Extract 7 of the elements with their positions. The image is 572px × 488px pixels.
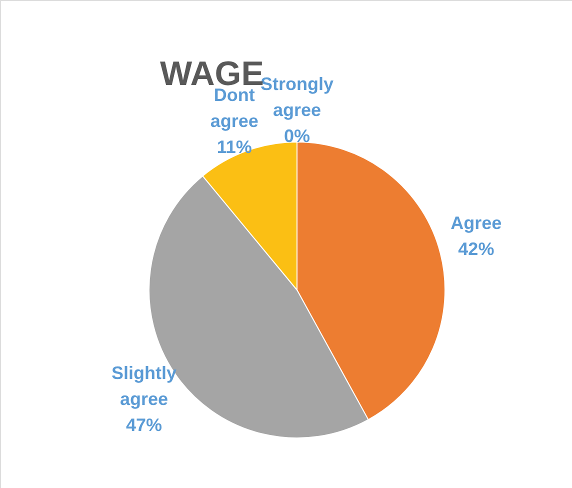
data-label: 11%	[216, 136, 252, 157]
data-label: 47%	[126, 414, 162, 435]
slice-label: Agree	[450, 212, 502, 233]
data-label: 42%	[458, 238, 494, 259]
text: 0%	[284, 126, 310, 146]
slice-label: Slightly agree	[111, 362, 176, 409]
slice-label: Dont agree	[210, 84, 258, 131]
